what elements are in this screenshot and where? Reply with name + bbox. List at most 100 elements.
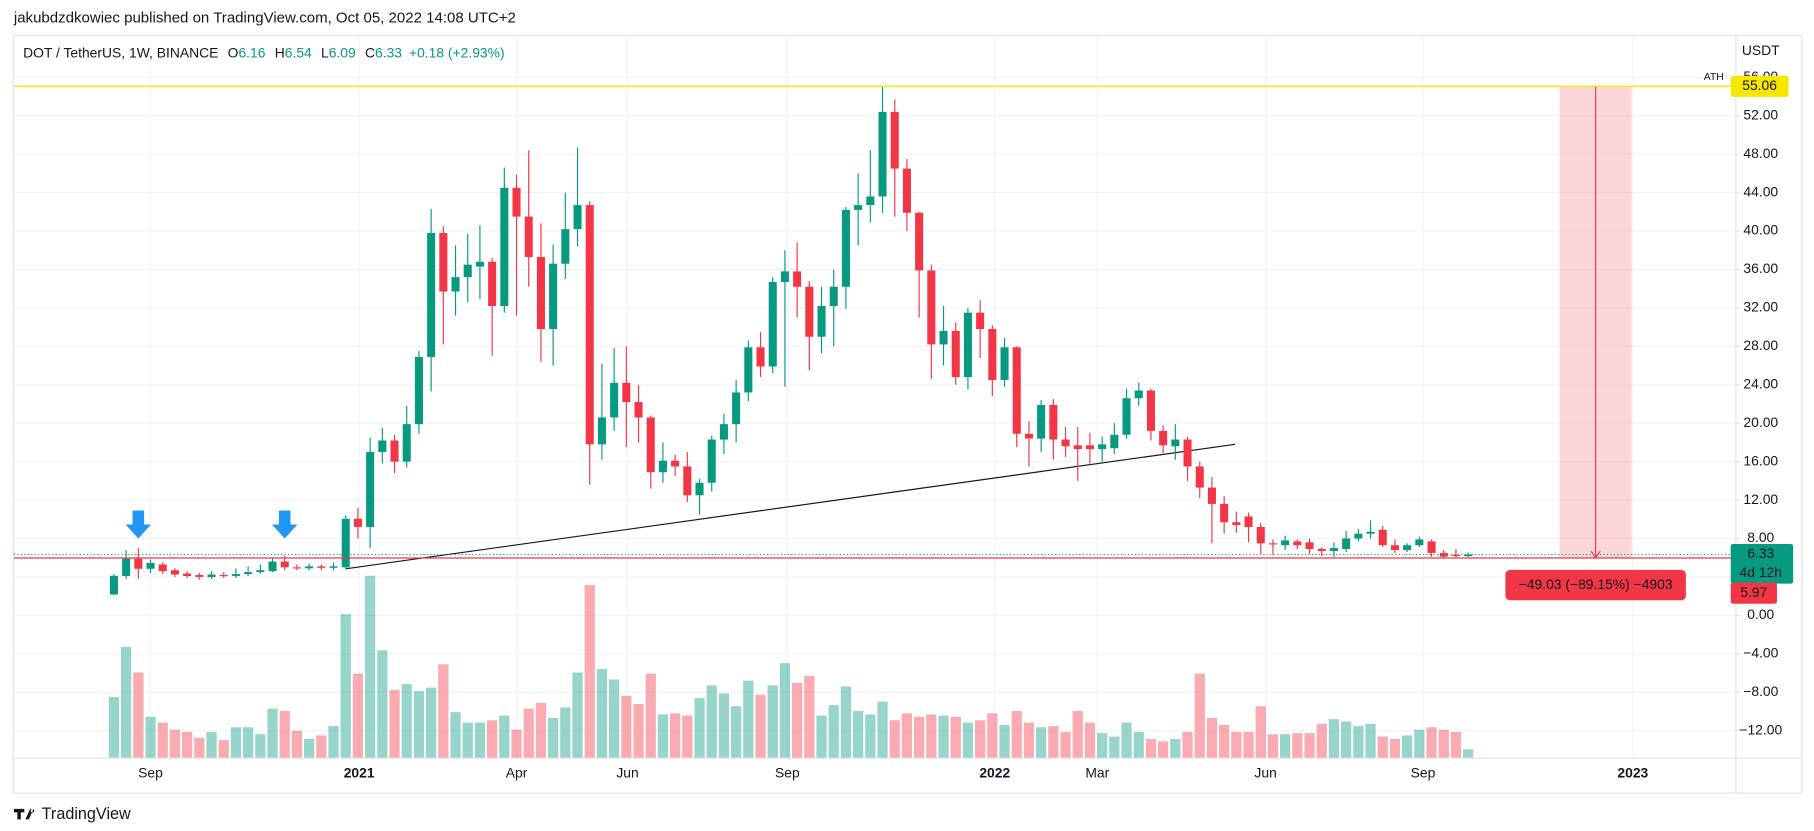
volume-bar: [523, 708, 534, 758]
candle-body: [707, 439, 716, 483]
volume-bar: [1097, 733, 1108, 758]
volume-bar: [840, 686, 852, 758]
volume-bar: [560, 707, 571, 758]
candle-body: [1220, 503, 1229, 523]
candle-body: [280, 561, 289, 568]
x-tick-label: Mar: [1085, 765, 1109, 781]
volume-bar: [743, 680, 754, 758]
volume-bar: [962, 722, 974, 758]
candle-body: [585, 205, 594, 445]
y-tick-label: 44.00: [1743, 183, 1778, 199]
measure-label: −49.03 (−89.15%) −4903: [1519, 576, 1673, 592]
volume-bar: [987, 713, 998, 758]
volume-bar: [1170, 738, 1181, 758]
volume-bar: [121, 646, 132, 758]
candle-body: [634, 402, 643, 418]
candle-body: [1134, 390, 1143, 399]
measure-end-tag: [1730, 582, 1777, 604]
candle-body: [1061, 439, 1070, 447]
volume-bar: [1048, 726, 1059, 758]
volume-bar: [279, 710, 290, 758]
volume-bar: [1267, 734, 1279, 758]
candle-body: [1329, 548, 1338, 551]
volume-bar: [657, 714, 669, 758]
volume-bar: [157, 722, 168, 758]
legend-value: 6.54: [285, 44, 312, 60]
last-price-text: 6.33: [1747, 545, 1774, 561]
candle-body: [915, 212, 924, 271]
volume-bar: [328, 726, 339, 758]
candle-body: [1110, 434, 1119, 449]
volume-bar: [340, 614, 351, 758]
volume-bar: [792, 682, 803, 758]
x-tick-label: Jun: [1254, 765, 1276, 781]
volume-bar: [1365, 723, 1376, 758]
candle-body: [231, 574, 240, 576]
volume-bar: [304, 738, 315, 758]
volume-bar: [914, 716, 925, 758]
candle-body: [1342, 538, 1351, 550]
volume-pane: [108, 575, 1474, 758]
measure-label-box: [1505, 569, 1686, 601]
volume-bar: [633, 703, 644, 758]
candle-body: [341, 518, 350, 568]
y-tick-label: 16.00: [1743, 452, 1778, 468]
volume-bar: [1206, 717, 1218, 758]
volume-bar: [1255, 706, 1266, 758]
candle-body: [1293, 541, 1302, 546]
x-tick-label: Sep: [1411, 765, 1436, 781]
y-tick-label: 24.00: [1743, 375, 1778, 391]
volume-bar: [1304, 733, 1315, 758]
measure-end-text: 5.97: [1740, 584, 1767, 600]
candle-body: [854, 205, 863, 210]
volume-bar: [1402, 735, 1413, 758]
volume-bar: [1438, 729, 1449, 758]
volume-bar: [682, 715, 693, 758]
volume-bar: [1121, 722, 1132, 758]
ath-tag: [1730, 75, 1789, 97]
candle-body: [1000, 347, 1009, 380]
legend-value: 6.09: [329, 44, 356, 60]
ath-tag-text: 55.06: [1742, 77, 1777, 93]
y-tick-label: −8.00: [1743, 683, 1778, 699]
candle-body: [134, 558, 143, 569]
y-tick-label: −4.00: [1743, 644, 1778, 660]
candle-body: [841, 209, 850, 287]
candle-body: [829, 286, 838, 306]
candle-body: [366, 452, 375, 527]
volume-bar: [1072, 710, 1083, 758]
candle-body: [122, 558, 131, 576]
volume-bar: [145, 716, 156, 758]
volume-bar: [718, 693, 730, 758]
volume-bar: [853, 710, 864, 758]
volume-bar: [999, 724, 1010, 758]
chart-frame: [12, 34, 1803, 794]
volume-bar: [487, 720, 498, 758]
x-tick-label: 2021: [344, 765, 375, 781]
volume-bar: [1353, 726, 1364, 758]
candle-body: [658, 460, 667, 473]
y-tick-label: 12.00: [1743, 491, 1778, 507]
candle-body: [610, 382, 619, 418]
candle-body: [780, 271, 789, 282]
publisher-line: jakubdzdkowiec published on TradingView.…: [13, 10, 516, 27]
volume-bar: [950, 716, 961, 758]
y-tick-label: 32.00: [1743, 299, 1778, 315]
candle-body: [1159, 430, 1168, 446]
candle-body: [902, 168, 911, 213]
volume-bar: [645, 673, 656, 758]
candle-body: [524, 216, 533, 257]
y-tick-label: 40.00: [1743, 222, 1778, 238]
volume-bar: [474, 722, 486, 758]
volume-bar: [938, 715, 949, 758]
candle-body: [963, 312, 972, 378]
volume-bar: [352, 673, 364, 758]
volume-bar: [975, 720, 986, 758]
legend-value: 6.16: [238, 44, 265, 60]
volume-bar: [804, 675, 815, 758]
candle-body: [158, 564, 167, 572]
candle-body: [1049, 404, 1058, 440]
volume-bar: [1219, 724, 1230, 758]
